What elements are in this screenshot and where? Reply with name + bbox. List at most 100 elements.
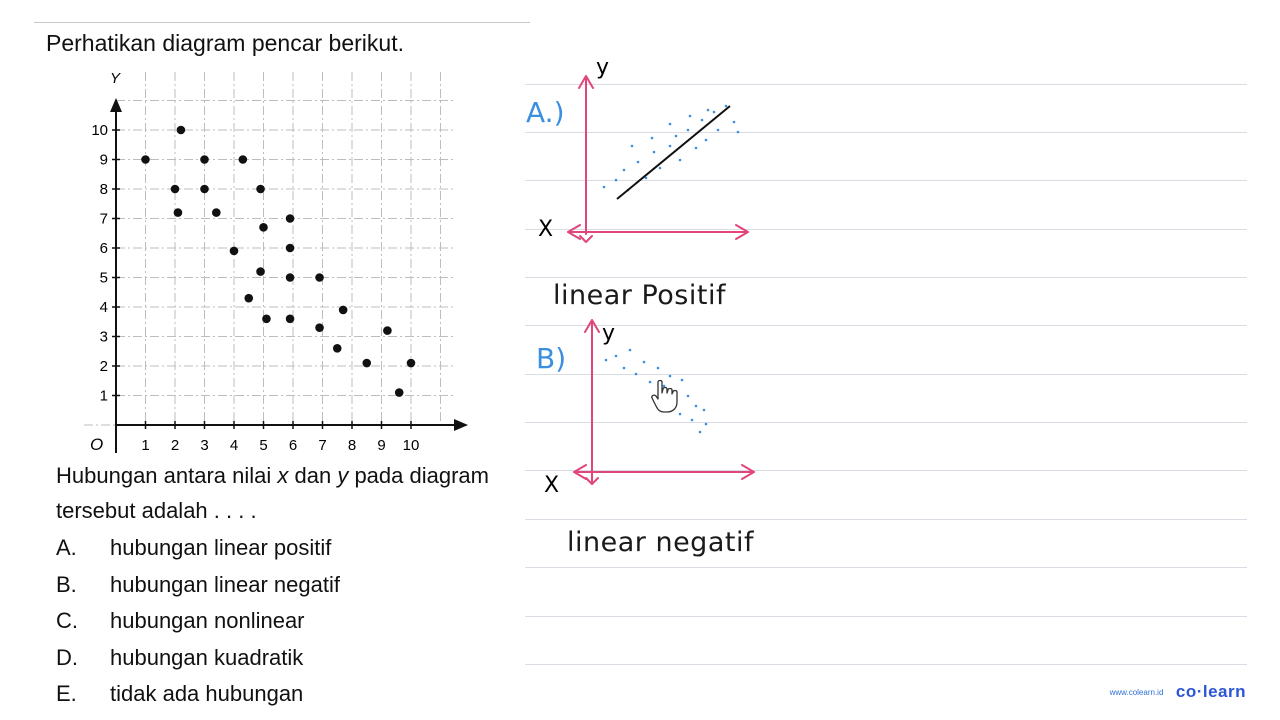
y-tick-label: 10 <box>91 122 108 139</box>
caption-linear-negatif: linear negatif <box>567 527 754 558</box>
sketch-dot <box>712 110 716 114</box>
sketch-dot <box>698 430 702 434</box>
sketch-dot <box>686 128 690 132</box>
ruled-line <box>525 519 1247 520</box>
ruled-line <box>525 277 1247 278</box>
option-text: hubungan kuadratik <box>110 644 304 670</box>
y-tick-label: 6 <box>100 240 108 257</box>
scatter-grid <box>84 72 456 426</box>
question-line-1-mid: dan <box>288 463 338 488</box>
option-c[interactable]: C. hubungan nonlinear <box>56 603 340 640</box>
option-b[interactable]: B. hubungan linear negatif <box>56 567 340 604</box>
question-line-1-end: pada diagram <box>348 463 489 488</box>
sketch-dot <box>662 384 666 388</box>
scatter-ticks: 1 2 3 4 5 6 7 8 9 10 1 2 3 4 5 6 7 8 9 10 <box>91 122 419 454</box>
ruled-line <box>525 325 1247 326</box>
sketch-dot <box>644 176 648 180</box>
ruled-line <box>525 180 1247 181</box>
sketch-dot <box>634 372 638 376</box>
sketch-dot <box>604 358 608 362</box>
caption-linear-positif: linear Positif <box>553 280 726 311</box>
y-tick-label: 1 <box>100 388 108 405</box>
variable-x: x <box>277 463 289 488</box>
scatter-point <box>200 184 209 194</box>
sketch-b-y-label: y <box>602 321 615 346</box>
x-tick-label: 5 <box>259 437 267 454</box>
option-text: hubungan linear negatif <box>110 571 340 597</box>
sketch-dot <box>688 114 692 118</box>
sketch-label-b: B) <box>536 342 566 375</box>
sketch-a-x-axis <box>567 224 749 243</box>
x-tick-label: 1 <box>141 437 149 454</box>
scatter-point <box>212 208 221 217</box>
sketch-dot <box>622 168 626 172</box>
x-tick-label: 4 <box>230 437 238 454</box>
sketch-dot <box>614 354 618 358</box>
y-tick-label: 7 <box>100 211 108 228</box>
question-title: Perhatikan diagram pencar berikut. <box>46 30 404 56</box>
question-text: Hubungan antara nilai x dan y pada diagr… <box>56 458 489 528</box>
sketch-dot <box>704 138 708 142</box>
sketch-dot <box>700 118 704 122</box>
sketch-dot <box>630 144 634 148</box>
sketch-dot <box>656 366 660 370</box>
ruled-line <box>525 616 1247 617</box>
y-tick-label: 5 <box>100 270 108 287</box>
scatter-point <box>259 223 268 232</box>
top-divider <box>34 22 530 23</box>
scatter-point <box>362 358 372 368</box>
scatter-point <box>394 388 404 397</box>
option-text: tidak ada hubungan <box>110 681 304 706</box>
question-line-1-start: Hubungan antara nilai <box>56 463 278 488</box>
sketch-b-axes <box>573 319 755 485</box>
y-tick-label: 9 <box>100 152 108 169</box>
sketch-dot <box>622 366 626 370</box>
sketch-dot <box>650 136 654 140</box>
y-tick-label: 4 <box>100 299 108 316</box>
scatter-diagram: 1 2 3 4 5 6 7 8 9 10 1 2 3 4 5 6 7 8 9 10 Y X O <box>84 70 470 454</box>
sketch-b-y-axis <box>584 319 600 483</box>
sketch-b-x-axis <box>573 464 755 485</box>
scatter-point <box>262 314 271 324</box>
x-tick-label: 3 <box>200 437 208 454</box>
sketch-dot <box>678 412 682 416</box>
option-text: hubungan linear positif <box>110 535 332 560</box>
y-tick-label: 8 <box>100 181 108 198</box>
scatter-point <box>338 305 348 315</box>
option-key: D. <box>56 644 78 670</box>
variable-y: y <box>337 463 349 488</box>
y-tick-label: 2 <box>100 358 108 375</box>
sketch-dot <box>706 108 710 112</box>
option-key: B. <box>56 571 77 597</box>
sketch-a-x-label: X <box>538 217 553 242</box>
sketch-dot <box>652 150 656 154</box>
option-key: E. <box>56 681 77 706</box>
ruled-line <box>525 470 1247 471</box>
sketch-dot <box>680 378 684 382</box>
scatter-point <box>285 273 295 282</box>
scatter-point <box>315 273 324 282</box>
scatter-point <box>315 323 324 332</box>
ruled-line <box>525 229 1247 230</box>
sketch-dot <box>614 178 618 182</box>
sketch-b-x-label: X <box>544 473 559 498</box>
option-d[interactable]: D. hubungan kuadratik <box>56 640 340 677</box>
sketch-b-dots <box>604 348 708 434</box>
option-a[interactable]: A. hubungan linear positif <box>56 530 340 567</box>
sketch-dot <box>668 144 672 148</box>
sketch-dot <box>694 404 698 408</box>
ruled-line <box>525 84 1247 85</box>
sketch-dot <box>690 418 694 422</box>
colearn-logo: co·learn <box>1175 682 1246 701</box>
option-e[interactable]: E. tidak ada hubungan <box>56 676 340 713</box>
ruled-line <box>525 664 1247 665</box>
sketch-dot <box>732 120 736 124</box>
scatter-point <box>285 214 295 223</box>
sketch-dot <box>674 134 678 138</box>
x-tick-label: 2 <box>171 437 179 454</box>
ruled-line <box>525 567 1247 568</box>
sketch-dot <box>704 422 708 426</box>
scatter-point <box>141 155 150 164</box>
sketch-dot <box>716 128 720 132</box>
scatter-points <box>141 125 416 397</box>
